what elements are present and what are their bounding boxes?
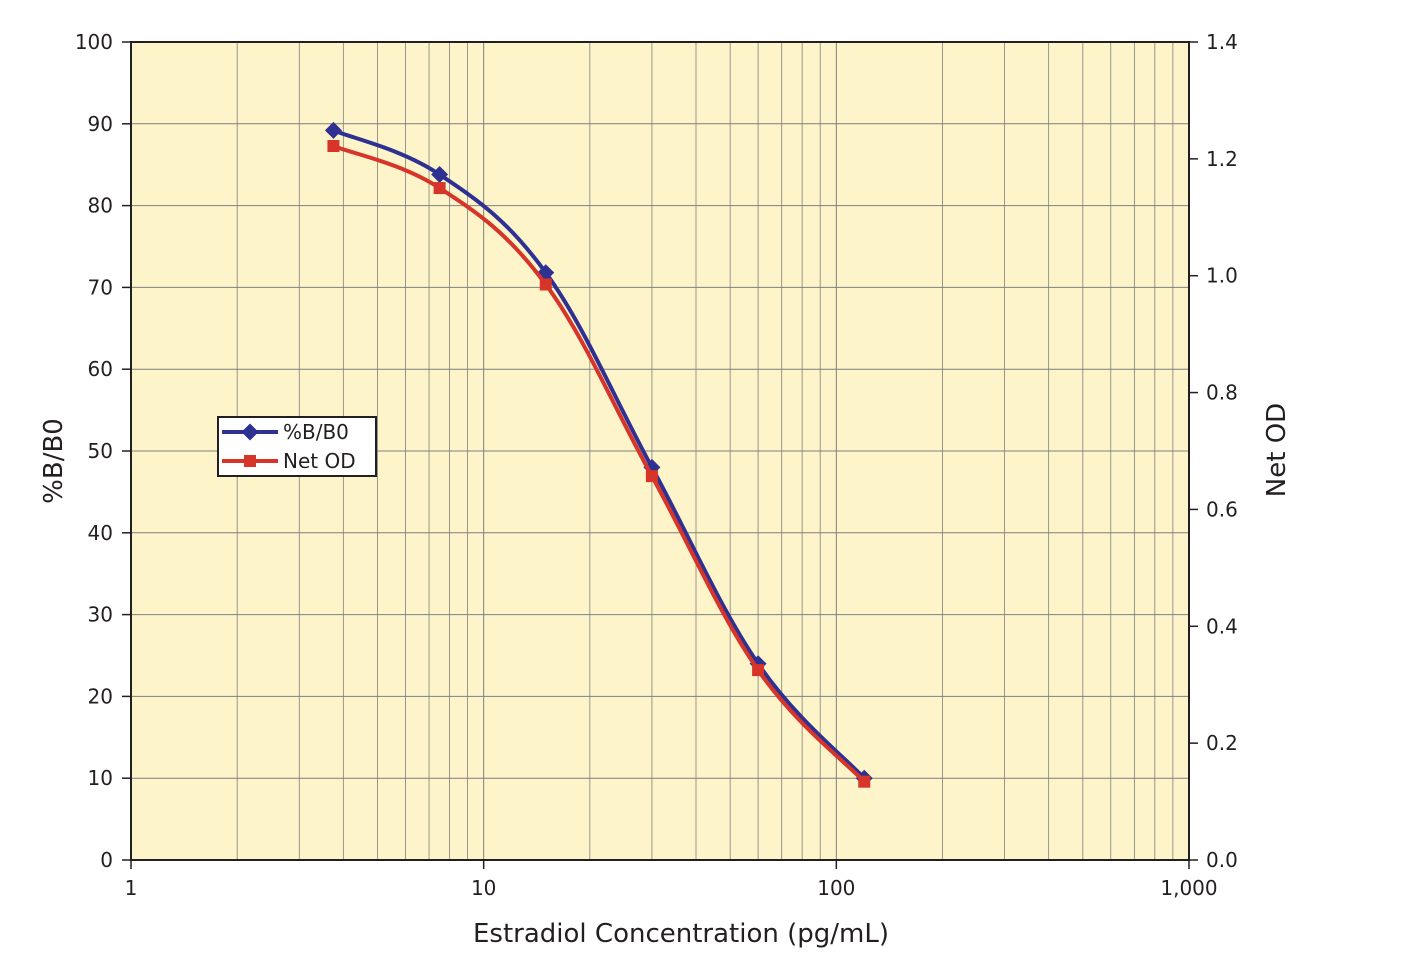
y-tick-label: 40 <box>88 521 113 545</box>
y-tick-label: 100 <box>75 30 113 54</box>
x-tick-label: 10 <box>471 876 496 900</box>
y-tick-label: 30 <box>88 603 113 627</box>
series-layer <box>324 121 873 788</box>
y-tick-label: 10 <box>88 766 113 790</box>
y-tick-label: 80 <box>88 194 113 218</box>
legend-label-series-2: Net OD <box>283 449 356 473</box>
y-tick-label: 70 <box>88 275 113 299</box>
series-2-point <box>858 775 871 788</box>
x-tick-label: 100 <box>817 876 855 900</box>
y2-axis-title: Net OD <box>1262 403 1292 497</box>
series-2-point <box>752 664 765 677</box>
y-axis-title: %B/B0 <box>39 418 69 504</box>
y-tick-label: 0 <box>100 848 113 872</box>
legend-box <box>217 416 377 477</box>
legend-marker-series-1 <box>241 423 259 441</box>
series-2-point <box>539 278 552 291</box>
legend: %B/B0 Net OD <box>217 416 377 477</box>
grid <box>130 41 1190 861</box>
y2-tick-label: 0.6 <box>1206 497 1238 521</box>
y2-tick-label: 0.4 <box>1206 614 1238 638</box>
y2-tick-label: 0.8 <box>1206 381 1238 405</box>
x-tick-label: 1 <box>125 876 138 900</box>
y2-tick-label: 0.2 <box>1206 731 1238 755</box>
series-2-point <box>327 140 340 153</box>
axes: 0 10 20 30 40 50 60 70 80 90 100 0.0 0.2 0.4 0.6 0.8 1.0… <box>75 30 1238 900</box>
x-tick-label: 1,000 <box>1160 876 1217 900</box>
legend-marker-series-2 <box>244 455 256 467</box>
y2-tick-label: 1.2 <box>1206 147 1238 171</box>
series-2-point <box>433 182 446 195</box>
y2-tick-label: 1.4 <box>1206 30 1238 54</box>
x-axis-title: Estradiol Concentration (pg/mL) <box>473 919 889 949</box>
y-tick-label: 90 <box>88 112 113 136</box>
legend-label-series-1: %B/B0 <box>283 420 349 444</box>
y2-tick-label: 1.0 <box>1206 264 1238 288</box>
series-2-point <box>645 470 658 483</box>
y-tick-label: 50 <box>88 439 113 463</box>
y-tick-label: 20 <box>88 684 113 708</box>
y2-tick-label: 0.0 <box>1206 848 1238 872</box>
y-tick-label: 60 <box>88 357 113 381</box>
series-1-point <box>431 166 449 184</box>
